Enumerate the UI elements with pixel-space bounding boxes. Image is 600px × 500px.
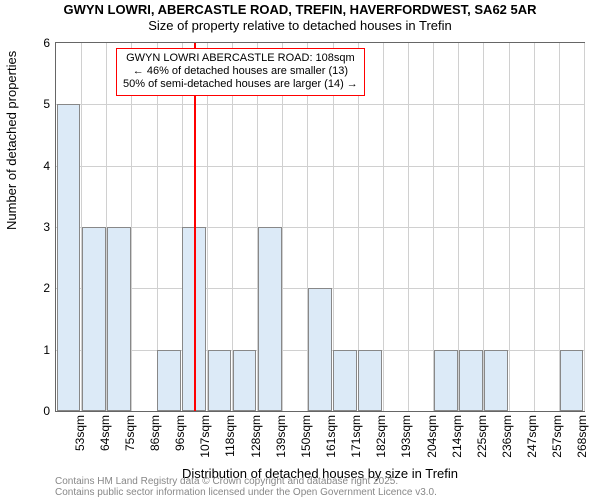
y-tick-label: 0	[20, 404, 56, 418]
y-tick-label: 6	[20, 36, 56, 50]
bar	[258, 227, 282, 411]
x-tick-label: 118sqm	[223, 415, 237, 457]
bar	[459, 350, 483, 411]
bar	[560, 350, 584, 411]
y-tick-label: 5	[20, 97, 56, 111]
y-axis-label: Number of detached properties	[4, 51, 19, 230]
x-tick-label: 75sqm	[123, 415, 137, 451]
x-tick-label: 64sqm	[98, 415, 112, 451]
x-tick-label: 193sqm	[399, 415, 413, 458]
x-tick-label: 128sqm	[249, 415, 263, 458]
chart-title: GWYN LOWRI, ABERCASTLE ROAD, TREFIN, HAV…	[0, 0, 600, 18]
x-tick-label: 96sqm	[173, 415, 187, 451]
chart-subtitle: Size of property relative to detached ho…	[0, 18, 600, 34]
grid-line-v	[408, 43, 409, 411]
marker-line	[194, 43, 196, 411]
footnote-line1: Contains HM Land Registry data © Crown c…	[55, 476, 437, 487]
bar	[333, 350, 357, 411]
grid-line-v	[509, 43, 510, 411]
annotation-line1: GWYN LOWRI ABERCASTLE ROAD: 108sqm	[123, 52, 358, 65]
annotation-line2: ← 46% of detached houses are smaller (13…	[123, 65, 358, 78]
y-tick-label: 2	[20, 281, 56, 295]
x-tick-label: 53sqm	[73, 415, 87, 451]
y-tick-label: 4	[20, 159, 56, 173]
annotation-line3: 50% of semi-detached houses are larger (…	[123, 78, 358, 91]
bar	[82, 227, 106, 411]
x-tick-label: 257sqm	[550, 415, 564, 458]
x-tick-label: 107sqm	[198, 415, 212, 458]
chart-container: { "title": "GWYN LOWRI, ABERCASTLE ROAD,…	[0, 0, 600, 500]
y-tick-label: 3	[20, 220, 56, 234]
bar	[107, 227, 131, 411]
bar	[484, 350, 508, 411]
x-tick-label: 236sqm	[500, 415, 514, 458]
grid-line-h	[56, 166, 584, 167]
grid-line-v	[584, 43, 585, 411]
bar	[358, 350, 382, 411]
bar	[233, 350, 257, 411]
bar	[57, 104, 81, 411]
grid-line-v	[534, 43, 535, 411]
annotation-box: GWYN LOWRI ABERCASTLE ROAD: 108sqm ← 46%…	[116, 48, 365, 96]
x-tick-label: 139sqm	[274, 415, 288, 458]
footnote: Contains HM Land Registry data © Crown c…	[55, 476, 437, 498]
x-tick-label: 225sqm	[475, 415, 489, 458]
x-tick-label: 247sqm	[525, 415, 539, 458]
bar	[157, 350, 181, 411]
y-tick-label: 1	[20, 343, 56, 357]
x-tick-label: 161sqm	[324, 415, 338, 458]
x-tick-label: 86sqm	[148, 415, 162, 451]
x-tick-label: 268sqm	[575, 415, 589, 458]
grid-line-h	[56, 227, 584, 228]
footnote-line2: Contains public sector information licen…	[55, 487, 437, 498]
plot-area: 012345653sqm64sqm75sqm86sqm96sqm107sqm11…	[55, 42, 585, 412]
x-tick-label: 171sqm	[349, 415, 363, 458]
grid-line-v	[383, 43, 384, 411]
bar	[208, 350, 232, 411]
grid-line-h	[56, 104, 584, 105]
x-tick-label: 182sqm	[374, 415, 388, 458]
x-tick-label: 214sqm	[450, 415, 464, 458]
bar	[308, 288, 332, 411]
grid-line-v	[282, 43, 283, 411]
grid-line-v	[131, 43, 132, 411]
x-tick-label: 204sqm	[425, 415, 439, 458]
bar	[434, 350, 458, 411]
x-tick-label: 150sqm	[299, 415, 313, 458]
